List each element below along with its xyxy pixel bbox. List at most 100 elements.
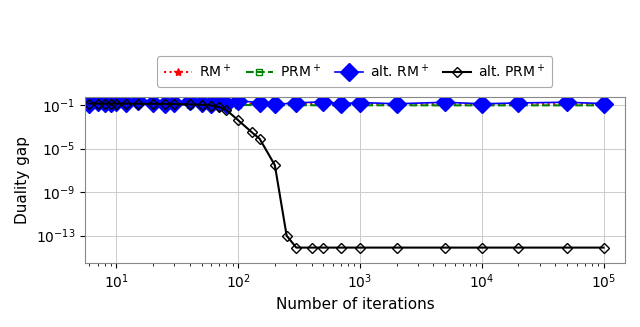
alt. $\mathrm{RM}^+$ (319, 100, 327, 104)
$\mathrm{PRM}^+$ (319, 103, 327, 107)
alt. $\mathrm{RM}^+$ (515, 101, 522, 105)
alt. $\mathrm{PRM}^+$ (441, 246, 449, 250)
alt. $\mathrm{PRM}^+$ (563, 246, 571, 250)
alt. $\mathrm{RM}^+$ (107, 101, 115, 105)
$\mathrm{RM}^+$ (515, 102, 522, 106)
alt. $\mathrm{PRM}^+$ (308, 246, 316, 250)
alt. $\mathrm{PRM}^+$ (515, 246, 522, 250)
alt. $\mathrm{RM}^+$ (207, 102, 215, 106)
$\mathrm{RM}^+$ (198, 102, 205, 106)
$\mathrm{RM}^+$ (234, 102, 242, 106)
alt. $\mathrm{RM}^+$ (86, 102, 93, 106)
$\mathrm{PRM}^+$ (478, 103, 486, 107)
alt. $\mathrm{PRM}^+$ (319, 246, 327, 250)
alt. $\mathrm{PRM}^+$ (134, 102, 141, 106)
$\mathrm{RM}^+$ (186, 102, 193, 106)
$\mathrm{RM}^+$ (149, 102, 157, 106)
alt. $\mathrm{RM}^+$ (171, 101, 179, 105)
$\mathrm{RM}^+$ (93, 101, 101, 105)
$\mathrm{PRM}^+$ (86, 102, 93, 106)
$\mathrm{PRM}^+$ (256, 103, 264, 107)
$\mathrm{PRM}^+$ (441, 103, 449, 107)
$\mathrm{PRM}^+$ (563, 103, 571, 107)
$\mathrm{PRM}^+$ (149, 102, 157, 106)
$\mathrm{PRM}^+$ (234, 103, 242, 107)
alt. $\mathrm{RM}^+$ (122, 101, 130, 105)
Line: alt. $\mathrm{RM}^+$: alt. $\mathrm{RM}^+$ (83, 95, 610, 111)
alt. $\mathrm{PRM}^+$ (149, 102, 157, 106)
alt. $\mathrm{PRM}^+$ (86, 102, 93, 106)
alt. $\mathrm{RM}^+$ (600, 102, 607, 106)
$\mathrm{RM}^+$ (337, 102, 345, 106)
$\mathrm{PRM}^+$ (393, 103, 401, 107)
$\mathrm{PRM}^+$ (113, 102, 120, 106)
alt. $\mathrm{PRM}^+$ (93, 102, 101, 106)
alt. $\mathrm{PRM}^+$ (100, 102, 108, 106)
$\mathrm{RM}^+$ (161, 102, 169, 106)
alt. $\mathrm{RM}^+$ (93, 100, 101, 104)
$\mathrm{RM}^+$ (256, 102, 264, 106)
alt. $\mathrm{PRM}^+$ (356, 246, 364, 250)
$\mathrm{RM}^+$ (171, 102, 179, 106)
alt. $\mathrm{RM}^+$ (216, 100, 223, 104)
$\mathrm{RM}^+$ (292, 102, 300, 106)
$\mathrm{RM}^+$ (100, 102, 108, 106)
$\mathrm{PRM}^+$ (161, 102, 169, 106)
$\mathrm{PRM}^+$ (93, 102, 101, 106)
$\mathrm{PRM}^+$ (223, 103, 230, 107)
alt. $\mathrm{PRM}^+$ (122, 102, 130, 106)
$\mathrm{PRM}^+$ (171, 102, 179, 106)
$\mathrm{PRM}^+$ (292, 103, 300, 107)
$\mathrm{RM}^+$ (223, 102, 230, 106)
$\mathrm{PRM}^+$ (186, 103, 193, 107)
alt. $\mathrm{PRM}^+$ (198, 103, 205, 107)
alt. $\mathrm{PRM}^+$ (283, 234, 291, 238)
$\mathrm{PRM}^+$ (356, 103, 364, 107)
alt. $\mathrm{RM}^+$ (113, 100, 120, 104)
alt. $\mathrm{RM}^+$ (234, 99, 242, 103)
alt. $\mathrm{RM}^+$ (186, 99, 193, 103)
$\mathrm{RM}^+$ (356, 102, 364, 106)
alt. $\mathrm{PRM}^+$ (186, 102, 193, 106)
$\mathrm{PRM}^+$ (100, 102, 108, 106)
$\mathrm{RM}^+$ (393, 102, 401, 106)
$\mathrm{RM}^+$ (478, 102, 486, 106)
$\mathrm{PRM}^+$ (515, 103, 522, 107)
alt. $\mathrm{PRM}^+$ (207, 104, 215, 108)
$\mathrm{RM}^+$ (563, 102, 571, 106)
alt. $\mathrm{RM}^+$ (134, 99, 141, 103)
alt. $\mathrm{PRM}^+$ (478, 246, 486, 250)
alt. $\mathrm{PRM}^+$ (161, 102, 169, 106)
alt. $\mathrm{RM}^+$ (149, 100, 157, 104)
$\mathrm{PRM}^+$ (134, 102, 141, 106)
alt. $\mathrm{PRM}^+$ (223, 108, 230, 112)
alt. $\mathrm{PRM}^+$ (171, 102, 179, 106)
alt. $\mathrm{RM}^+$ (223, 102, 230, 106)
alt. $\mathrm{PRM}^+$ (271, 163, 278, 167)
Legend: $\mathrm{RM}^+$, $\mathrm{PRM}^+$, alt. $\mathrm{RM}^+$, alt. $\mathrm{PRM}^+$: $\mathrm{RM}^+$, $\mathrm{PRM}^+$, alt. … (157, 56, 552, 87)
alt. $\mathrm{PRM}^+$ (292, 246, 300, 250)
alt. $\mathrm{RM}^+$ (478, 102, 486, 106)
alt. $\mathrm{PRM}^+$ (256, 137, 264, 141)
$\mathrm{RM}^+$ (319, 102, 327, 106)
$\mathrm{RM}^+$ (86, 102, 93, 106)
$\mathrm{RM}^+$ (271, 102, 278, 106)
alt. $\mathrm{RM}^+$ (198, 101, 205, 105)
$\mathrm{RM}^+$ (134, 102, 141, 106)
alt. $\mathrm{RM}^+$ (441, 100, 449, 104)
alt. $\mathrm{PRM}^+$ (113, 102, 120, 106)
$\mathrm{RM}^+$ (600, 102, 607, 106)
$\mathrm{RM}^+$ (207, 102, 215, 106)
Line: alt. $\mathrm{PRM}^+$: alt. $\mathrm{PRM}^+$ (86, 100, 607, 251)
X-axis label: Number of iterations: Number of iterations (275, 297, 435, 312)
$\mathrm{PRM}^+$ (271, 103, 278, 107)
$\mathrm{PRM}^+$ (122, 102, 130, 106)
alt. $\mathrm{RM}^+$ (393, 102, 401, 106)
$\mathrm{RM}^+$ (216, 102, 223, 106)
$\mathrm{PRM}^+$ (107, 102, 115, 106)
$\mathrm{PRM}^+$ (207, 103, 215, 107)
alt. $\mathrm{RM}^+$ (256, 100, 264, 104)
$\mathrm{PRM}^+$ (600, 103, 607, 107)
alt. $\mathrm{PRM}^+$ (600, 246, 607, 250)
alt. $\mathrm{RM}^+$ (161, 102, 169, 106)
